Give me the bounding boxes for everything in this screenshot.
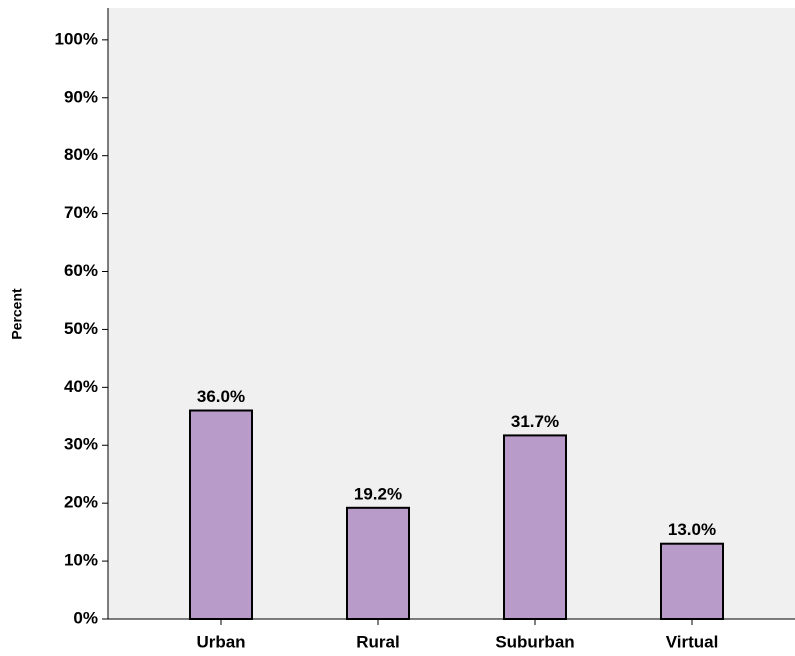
x-tick-label: Urban <box>196 632 245 651</box>
y-tick-label: 10% <box>64 551 98 570</box>
y-tick-label: 100% <box>55 29 98 48</box>
y-tick-label: 50% <box>64 319 98 338</box>
y-tick-label: 70% <box>64 203 98 222</box>
y-tick-label: 0% <box>73 608 98 627</box>
y-tick-label: 40% <box>64 377 98 396</box>
value-label: 36.0% <box>197 387 245 406</box>
bar <box>503 434 567 620</box>
x-tick-label: Suburban <box>495 632 574 651</box>
y-tick-label: 90% <box>64 87 98 106</box>
value-label: 31.7% <box>511 412 559 431</box>
y-tick-label: 20% <box>64 493 98 512</box>
y-tick-label: 30% <box>64 435 98 454</box>
y-tick-label: 80% <box>64 145 98 164</box>
y-tick-label: 60% <box>64 261 98 280</box>
y-axis-label: Percent <box>9 288 25 340</box>
bar <box>189 409 253 620</box>
value-label: 13.0% <box>668 520 716 539</box>
x-tick-label: Rural <box>356 632 399 651</box>
bar <box>346 506 410 621</box>
value-label: 19.2% <box>354 484 402 503</box>
bar <box>660 542 724 620</box>
x-tick-label: Virtual <box>666 632 719 651</box>
